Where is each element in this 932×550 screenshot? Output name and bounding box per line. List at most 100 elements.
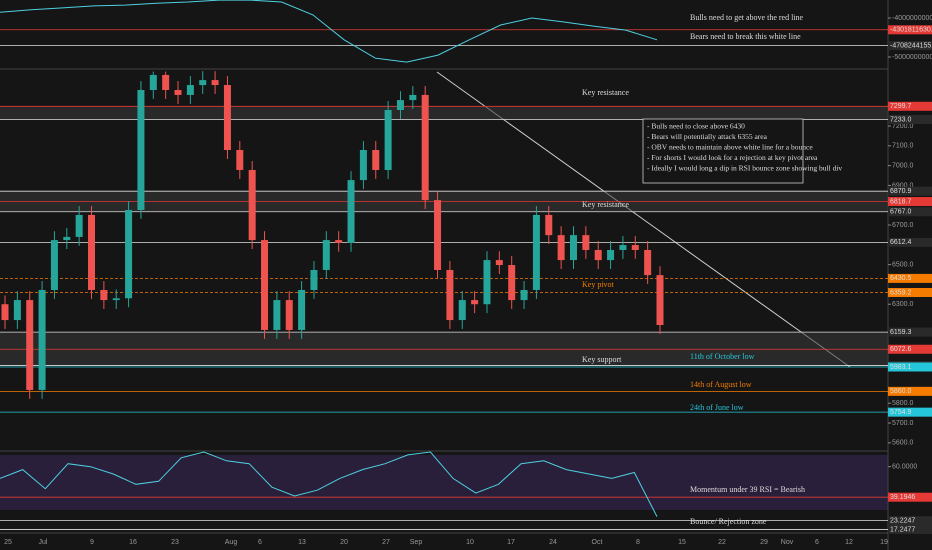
candle-body [50, 240, 58, 290]
x-tick-label: 24 [549, 539, 557, 546]
candle-body [335, 240, 343, 243]
level-tag [888, 386, 932, 396]
level-label: 6359.2 [890, 289, 912, 296]
x-tick-label: 13 [298, 539, 306, 546]
level-tag [888, 207, 932, 217]
candle-body [582, 235, 590, 250]
x-tick-label: Nov [781, 539, 794, 546]
level-label: 6870.9 [890, 188, 912, 195]
candle-body [396, 100, 404, 110]
level-label: 5754.9 [890, 409, 912, 416]
annotation: Key support [582, 355, 622, 364]
x-tick-label: Oct [592, 539, 603, 546]
series-line [0, 451, 658, 517]
x-tick-label: 22 [718, 539, 726, 546]
candle-body [1, 304, 9, 321]
candle-body [137, 89, 145, 210]
level-tag [888, 186, 932, 196]
x-tick-label: 20 [340, 539, 348, 546]
candle-body [63, 236, 71, 241]
x-tick-label: Aug [225, 539, 238, 546]
candle-body [186, 85, 194, 95]
x-tick-label: 25 [4, 539, 12, 546]
candle-body [236, 149, 244, 170]
annotation: Key pivot [582, 280, 615, 289]
note-line: - Bulls need to close above 6430 [647, 122, 745, 131]
candle-body [434, 200, 442, 270]
y-tick-label: 6300.0 [892, 301, 914, 308]
y-tick-label: 60.0000 [892, 463, 917, 470]
y-tick-label: -5000000000.0000 [892, 54, 932, 61]
annotation: Bounce/ Rejection zone [690, 517, 767, 526]
x-tick-label: 27 [382, 539, 390, 546]
annotation: Key resistance [582, 88, 629, 97]
level-label: 6072.6 [890, 346, 912, 353]
level-label: 23.2247 [890, 518, 915, 525]
annotation: 24th of June low [690, 403, 744, 412]
y-tick-label: 5700.0 [892, 420, 914, 427]
level-label: 6430.5 [890, 275, 912, 282]
candle-body [347, 180, 355, 243]
candle-body [594, 249, 602, 261]
annotation: 14th of August low [690, 380, 752, 389]
candle-body [532, 214, 540, 290]
y-tick-label: 6700.0 [892, 222, 914, 229]
candle-body [359, 149, 367, 181]
level-tag [888, 407, 932, 417]
level-tag [888, 197, 932, 207]
candle-body [38, 289, 46, 390]
candle-body [619, 245, 627, 250]
candle-body [13, 300, 21, 321]
trend-line [436, 71, 851, 368]
candle-body [162, 74, 170, 90]
level-tag [888, 362, 932, 372]
y-tick-label: 7000.0 [892, 162, 914, 169]
note-box [642, 118, 804, 184]
x-tick-label: 6 [815, 539, 819, 546]
annotation: Momentum under 39 RSI = Bearish [690, 485, 805, 494]
level-label: 7233.0 [890, 116, 912, 123]
level-label: 5983.1 [890, 364, 912, 371]
candle-body [372, 149, 380, 170]
x-tick-label: 16 [129, 539, 137, 546]
note-line: - Ideally I would long a dip in RSI boun… [647, 164, 842, 173]
candle-body [310, 269, 318, 290]
x-tick-label: 8 [636, 539, 640, 546]
candle-body [656, 275, 664, 326]
x-tick-label: 15 [678, 539, 686, 546]
candle-body [421, 94, 429, 201]
candle-body [199, 80, 207, 86]
candle-body [545, 214, 553, 236]
level-tag [888, 288, 932, 298]
candle-body [322, 240, 330, 270]
y-tick-label: 5800.0 [892, 400, 914, 407]
y-tick-label: 5600.0 [892, 440, 914, 447]
candle-body [607, 249, 615, 261]
note-line: - Bears will potentially attack 6355 are… [647, 132, 768, 141]
candle-body [508, 265, 516, 301]
x-tick-label: 9 [90, 539, 94, 546]
x-tick-label: 19 [880, 539, 888, 546]
candle-body [384, 109, 392, 170]
level-label: -4301811630.3881 [890, 27, 932, 34]
candle-body [409, 94, 417, 101]
y-tick-label: 7100.0 [892, 143, 914, 150]
candle-body [88, 214, 96, 290]
candle-body [557, 235, 565, 261]
candle-body [483, 260, 491, 305]
x-tick-label: 17 [507, 539, 515, 546]
level-tag [888, 524, 932, 534]
candle-body [75, 214, 83, 237]
candle-body [471, 300, 479, 305]
x-tick-label: 12 [845, 539, 853, 546]
zone [0, 332, 888, 366]
annotation: 11th of October low [690, 352, 755, 361]
level-tag [888, 327, 932, 337]
candle-body [211, 80, 219, 86]
candle-body [223, 85, 231, 150]
level-label: -4708244155.2065 [890, 42, 932, 49]
candle-body [273, 300, 281, 330]
x-tick-label: 29 [760, 539, 768, 546]
